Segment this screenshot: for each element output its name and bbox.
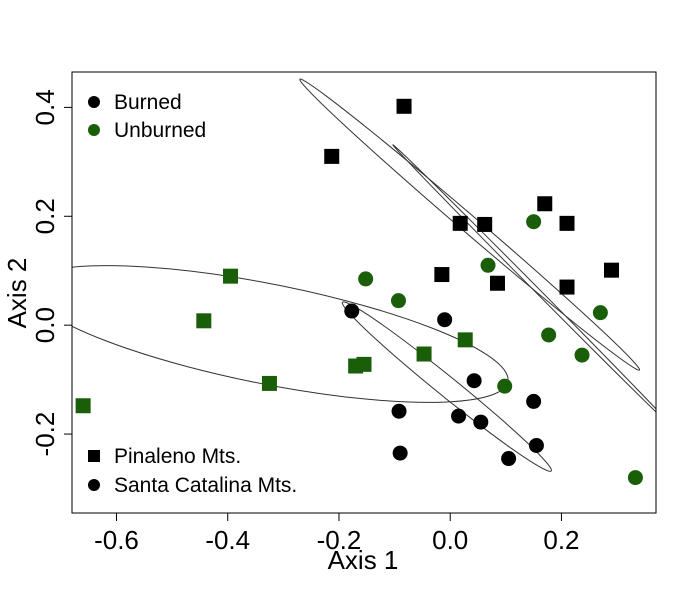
catalina-unburned-point-8 — [497, 378, 513, 394]
catalina-unburned-point-1 — [358, 271, 374, 287]
plot-frame — [71, 71, 657, 514]
legend-marker-unburned — [88, 124, 100, 136]
legend-marker-pinaleno — [88, 450, 100, 462]
pinaleno-unburned-point-8 — [457, 332, 473, 348]
y-tick-label-2: 0.0 — [30, 307, 60, 343]
catalina-burned-point-6 — [451, 408, 467, 424]
y-tick-label-4: 0.4 — [30, 89, 60, 125]
catalina-burned-point-3 — [466, 373, 482, 389]
pinaleno-burned-point-4 — [452, 215, 468, 231]
catalina-burned-point-1 — [344, 303, 360, 319]
pinaleno-unburned-point-6 — [356, 356, 372, 372]
catalina-unburned-point-6 — [541, 327, 557, 343]
y-tick-label-1: -0.2 — [30, 412, 60, 457]
legend-treatment: Burned Unburned — [88, 91, 206, 142]
catalina-unburned-point-2 — [390, 293, 406, 309]
catalina-unburned-point-9 — [627, 470, 643, 486]
pinaleno-burned-point-7 — [434, 267, 450, 283]
catalina-burned-point-4 — [526, 393, 542, 409]
y-axis-title: Axis 2 — [2, 258, 32, 329]
pinaleno-unburned-point-1 — [223, 268, 239, 284]
y-tick-label-3: 0.2 — [30, 198, 60, 234]
pinaleno-burned-point-3 — [537, 196, 553, 212]
catalina-unburned-point-5 — [592, 305, 608, 321]
pinaleno-unburned-point-4 — [261, 375, 277, 391]
x-tick-label-3: -0.2 — [317, 525, 362, 555]
catalina-unburned-point-7 — [574, 347, 590, 363]
pinaleno-unburned-point-2 — [196, 313, 212, 329]
legend-label-burned: Burned — [114, 91, 182, 114]
pinaleno-burned-point-1 — [396, 98, 412, 114]
confidence-ellipse-2 — [355, 109, 700, 464]
x-tick-label-2: -0.4 — [205, 525, 250, 555]
pinaleno-burned-point-10 — [604, 262, 620, 278]
y-axis: -0.2 0.0 0.2 0.4 — [30, 89, 72, 456]
pinaleno-unburned-point-3 — [75, 398, 91, 414]
x-tick-label-1: -0.6 — [94, 525, 139, 555]
x-tick-label-4: 0.0 — [432, 525, 468, 555]
catalina-burned-point-10 — [501, 451, 517, 467]
x-axis-title: Axis 1 — [328, 545, 399, 575]
point-layer — [75, 98, 643, 486]
pinaleno-burned-point-8 — [489, 275, 505, 291]
catalina-burned-point-9 — [392, 445, 408, 461]
pinaleno-burned-point-2 — [324, 148, 340, 164]
pinaleno-burned-point-9 — [559, 279, 575, 295]
legend-site: Pinaleno Mts. Santa Catalina Mts. — [88, 445, 297, 497]
legend-label-unburned: Unburned — [114, 119, 206, 142]
catalina-burned-point-8 — [528, 437, 544, 453]
pinaleno-unburned-point-7 — [416, 346, 432, 362]
catalina-unburned-point-3 — [480, 257, 496, 273]
confidence-ellipse-3 — [18, 238, 518, 431]
legend-label-santa-catalina: Santa Catalina Mts. — [114, 474, 297, 497]
legend-label-pinaleno: Pinaleno Mts. — [114, 445, 241, 468]
legend-marker-burned — [88, 96, 100, 108]
catalina-burned-point-5 — [391, 403, 407, 419]
pinaleno-burned-point-5 — [477, 216, 493, 232]
x-axis: -0.6 -0.4 -0.2 0.0 0.2 — [94, 513, 580, 555]
catalina-burned-point-7 — [473, 414, 489, 430]
catalina-burned-point-2 — [437, 312, 453, 328]
x-tick-label-5: 0.2 — [543, 525, 579, 555]
catalina-unburned-point-4 — [526, 214, 542, 230]
legend-marker-santa-catalina — [88, 479, 100, 491]
pinaleno-burned-point-6 — [559, 215, 575, 231]
